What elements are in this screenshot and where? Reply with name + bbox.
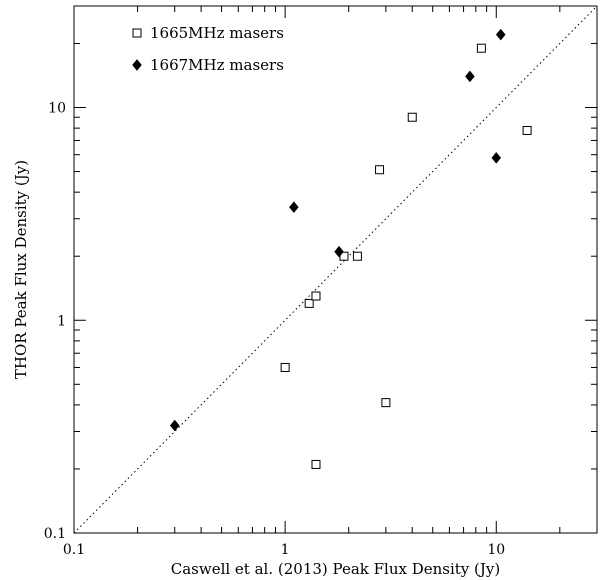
legend: 1665MHz masers 1667MHz masers [132, 24, 284, 74]
plot-frame [73, 5, 598, 534]
legend-label: 1665MHz masers [150, 24, 284, 42]
x-tick-label: 1 [281, 542, 290, 558]
data-point-square [352, 251, 362, 261]
data-point-square [522, 125, 532, 135]
data-point-square [407, 112, 417, 122]
y-tick-label: 10 [48, 101, 66, 117]
axis-ticks [73, 5, 598, 534]
data-point-square [311, 459, 321, 469]
data-point-diamond [491, 151, 502, 164]
data-point-square [311, 291, 321, 301]
data-point-diamond [169, 419, 180, 432]
x-axis-label: Caswell et al. (2013) Peak Flux Density … [171, 560, 501, 578]
data-point-square [476, 43, 486, 53]
x-tick-label: 0.1 [63, 542, 85, 558]
y-tick-label: 0.1 [44, 526, 66, 542]
x-tick-label: 10 [487, 542, 505, 558]
data-point-diamond [289, 201, 299, 214]
data-point-diamond [495, 28, 506, 41]
data-point-diamond [465, 70, 475, 83]
data-point-square [304, 298, 314, 308]
data-point-diamond [334, 245, 344, 258]
data-point-square [381, 398, 391, 408]
y-tick-label: 1 [57, 313, 66, 329]
legend-label: 1667MHz masers [150, 56, 284, 74]
identity-reference-line [73, 5, 598, 534]
data-points [169, 28, 532, 469]
tick-labels: 0.1 1 10 0.1 1 10 [44, 101, 505, 558]
legend-marker [132, 59, 142, 71]
data-point-square [375, 165, 385, 175]
y-axis-label: THOR Peak Flux Density (Jy) [12, 160, 30, 379]
legend-marker [132, 28, 142, 38]
data-point-square [280, 362, 290, 372]
